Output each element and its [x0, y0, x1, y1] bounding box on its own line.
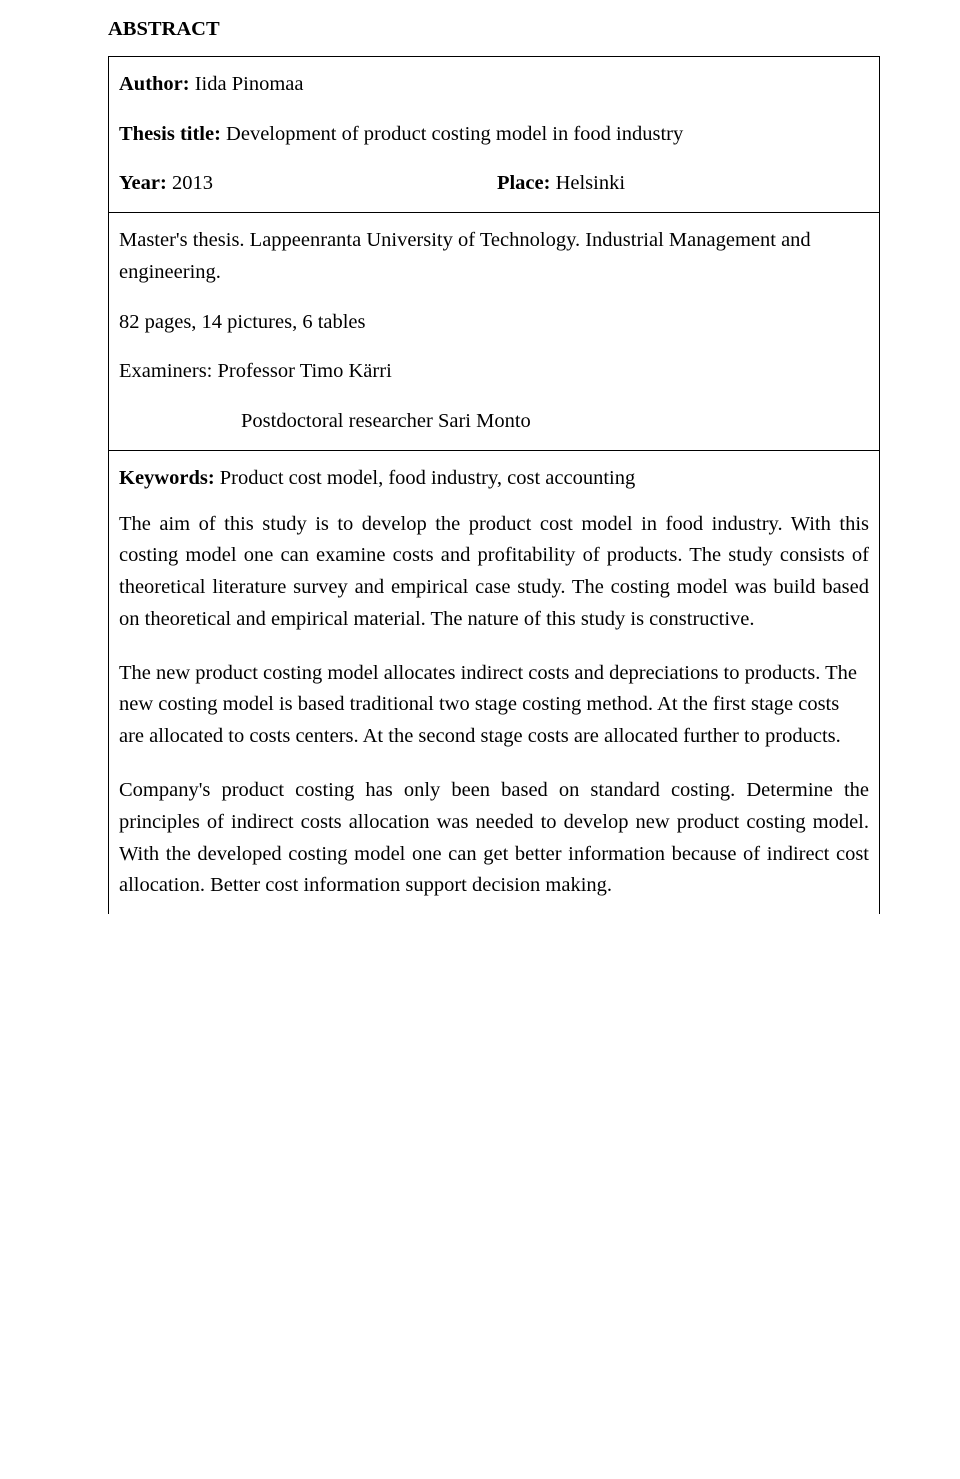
year-label: Year: [119, 172, 167, 194]
thesis-label: Thesis title: [119, 123, 221, 145]
year-place-line: Year: 2013 Place: Helsinki [119, 168, 869, 200]
body-box: Keywords: Product cost model, food indus… [108, 450, 880, 914]
paragraph-3: Company's product costing has only been … [119, 775, 869, 902]
details-box: Master's thesis. Lappeenranta University… [108, 212, 880, 450]
examiner-1: Professor Timo Kärri [218, 360, 392, 382]
abstract-heading: ABSTRACT [108, 14, 880, 46]
year-value: 2013 [172, 172, 213, 194]
keywords-line: Keywords: Product cost model, food indus… [119, 463, 869, 495]
place-value: Helsinki [556, 172, 625, 194]
place-label: Place: [497, 172, 551, 194]
keywords-value: Product cost model, food industry, cost … [220, 467, 635, 489]
thesis-title-line: Thesis title: Development of product cos… [119, 119, 869, 151]
examiner-2: Postdoctoral researcher Sari Monto [119, 406, 869, 438]
author-value: Iida Pinomaa [195, 73, 304, 95]
title-box: Author: Iida Pinomaa Thesis title: Devel… [108, 56, 880, 212]
extent-line: 82 pages, 14 pictures, 6 tables [119, 307, 869, 339]
thesis-value: Development of product costing model in … [226, 123, 683, 145]
paragraph-1: The aim of this study is to develop the … [119, 509, 869, 636]
degree-line: Master's thesis. Lappeenranta University… [119, 225, 869, 289]
examiners-label: Examiners: [119, 360, 212, 382]
examiners-line: Examiners: Professor Timo Kärri [119, 356, 869, 388]
author-label: Author: [119, 73, 190, 95]
author-line: Author: Iida Pinomaa [119, 69, 869, 101]
keywords-label: Keywords: [119, 467, 215, 489]
paragraph-2: The new product costing model allocates … [119, 658, 869, 753]
